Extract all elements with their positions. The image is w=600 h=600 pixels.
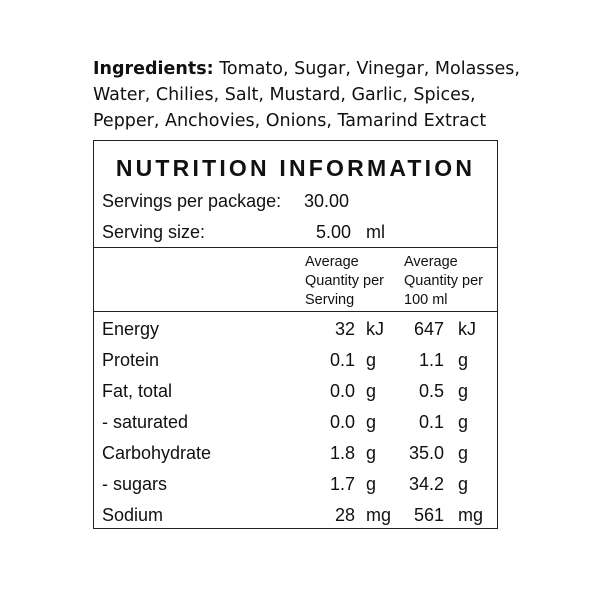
nutrient-name: Carbohydrate: [102, 443, 212, 463]
nutrient-name: Energy: [102, 319, 160, 339]
per-serving-unit: g: [366, 381, 377, 401]
divider: [94, 311, 497, 312]
per-100ml-value: 0.5: [418, 381, 444, 401]
per-serving-value: 0.1: [329, 350, 355, 370]
per-100ml-value: 647: [413, 319, 444, 339]
per-serving-unit: mg: [366, 505, 392, 525]
per-serving-unit: g: [366, 443, 377, 463]
per-serving-value: 1.7: [329, 474, 355, 494]
serving-size-unit: ml: [366, 222, 385, 242]
panel-title: NUTRITION INFORMATION: [115, 155, 476, 181]
nutrition-panel: NUTRITION INFORMATION Servings per packa…: [93, 140, 498, 529]
per-serving-value: 1.8: [329, 443, 355, 463]
servings-value: 30.00: [304, 191, 350, 211]
serving-size-value: 5.00: [316, 222, 352, 242]
nutrient-name: - saturated: [102, 412, 189, 432]
per-100ml-unit: g: [458, 474, 469, 494]
ingredients-statement: Ingredients: Tomato, Sugar, Vinegar, Mol…: [93, 56, 523, 134]
serving-size-label: Serving size:: [102, 222, 206, 242]
per-serving-value: 0.0: [329, 412, 355, 432]
column-header-per-serving: Average Quantity per Serving: [305, 254, 384, 308]
per-serving-value: 32: [334, 319, 355, 339]
per-100ml-unit: g: [458, 350, 469, 370]
nutrient-row: Carbohydrate 1.8 g 35.0 g: [94, 443, 497, 474]
nutrient-row: - saturated 0.0 g 0.1 g: [94, 412, 497, 443]
column-header-per-100ml: Average Quantity per 100 ml: [404, 254, 483, 308]
per-serving-value: 28: [334, 505, 355, 525]
ingredients-label: Ingredients:: [93, 59, 214, 79]
nutrient-row: - sugars 1.7 g 34.2 g: [94, 474, 497, 505]
per-serving-value: 0.0: [329, 381, 355, 401]
per-100ml-value: 1.1: [418, 350, 444, 370]
per-serving-unit: kJ: [366, 319, 384, 339]
per-100ml-unit: g: [458, 412, 469, 432]
nutrient-name: - sugars: [102, 474, 168, 494]
per-100ml-unit: kJ: [458, 319, 476, 339]
per-100ml-value: 0.1: [418, 412, 444, 432]
nutrient-row: Fat, total 0.0 g 0.5 g: [94, 381, 497, 412]
per-100ml-value: 35.0: [408, 443, 444, 463]
per-serving-unit: g: [366, 474, 377, 494]
nutrient-name: Fat, total: [102, 381, 173, 401]
nutrient-name: Sodium: [102, 505, 164, 525]
per-serving-unit: g: [366, 412, 377, 432]
nutrient-name: Protein: [102, 350, 160, 370]
per-serving-unit: g: [366, 350, 377, 370]
per-100ml-value: 34.2: [408, 474, 444, 494]
per-100ml-unit: mg: [458, 505, 484, 525]
per-100ml-unit: g: [458, 443, 469, 463]
per-100ml-value: 561: [413, 505, 444, 525]
divider: [94, 247, 497, 248]
servings-label: Servings per package:: [102, 191, 282, 211]
nutrient-row: Sodium 28 mg 561 mg: [94, 505, 497, 536]
nutrient-row: Protein 0.1 g 1.1 g: [94, 350, 497, 381]
nutrient-row: Energy 32 kJ 647 kJ: [94, 319, 497, 350]
ingredients-list: Tomato, Sugar, Vinegar, Molasses, Water,…: [93, 59, 520, 131]
per-100ml-unit: g: [458, 381, 469, 401]
